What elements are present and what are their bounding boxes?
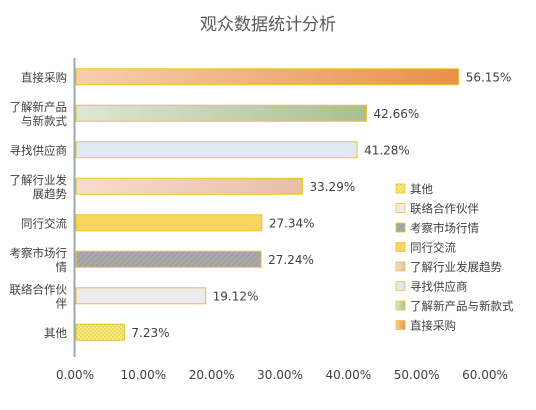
category-label-4-line-1: 了解行业发 bbox=[10, 173, 68, 187]
category-label-4-line-2: 展趋势 bbox=[33, 187, 68, 201]
legend-swatch-3 bbox=[395, 222, 406, 233]
data-label-5: 27.34% bbox=[269, 216, 315, 230]
category-label-7-line-1: 联络合作伙 bbox=[10, 282, 68, 296]
data-label-8: 7.23% bbox=[131, 326, 169, 340]
category-label-8: 其他 bbox=[44, 326, 67, 340]
x-tick-label-1: 0.00% bbox=[56, 368, 94, 382]
legend-label-1: 其他 bbox=[410, 182, 433, 196]
x-tick-label-7: 60.00% bbox=[462, 368, 508, 382]
legend-swatch-8 bbox=[395, 320, 406, 330]
legend-label-4: 同行交流 bbox=[410, 241, 456, 255]
legend-swatch-2 bbox=[395, 203, 406, 213]
x-tick-labels: 0.00% 10.00% 20.00% 30.00% 40.00% 50.00% 60.00… bbox=[56, 368, 508, 382]
bar-6 bbox=[75, 250, 262, 268]
category-label-5: 同行交流 bbox=[21, 216, 67, 230]
bar-7 bbox=[75, 287, 207, 305]
data-labels: 56.15% 42.66% 41.28% 33.29% 27.34% 27.24% 19.1… bbox=[131, 70, 511, 340]
category-label-6-line-1: 考察市场行 bbox=[10, 246, 68, 260]
data-label-3: 41.28% bbox=[364, 143, 410, 157]
data-label-7: 19.12% bbox=[213, 289, 259, 303]
data-label-2: 42.66% bbox=[374, 107, 420, 121]
x-tick-label-2: 10.00% bbox=[120, 368, 166, 382]
category-label-2-line-1: 了解新产品 bbox=[10, 100, 68, 114]
category-labels: 直接采购了解新产品与新款式寻找供应商了解行业发展趋势同行交流考察市场行情联络合作… bbox=[10, 70, 68, 340]
legend-label-2: 联络合作伙伴 bbox=[410, 202, 479, 216]
bar-8 bbox=[75, 323, 125, 341]
legend-label-6: 寻找供应商 bbox=[410, 280, 468, 294]
data-label-6: 27.24% bbox=[268, 253, 314, 267]
bar-2 bbox=[75, 104, 368, 122]
category-label-1: 直接采购 bbox=[21, 70, 67, 84]
legend-swatch-4 bbox=[395, 242, 406, 252]
legend-label-5: 了解行业发展趋势 bbox=[410, 260, 502, 274]
legend-swatch-6 bbox=[395, 281, 406, 291]
chart-title: 观众数据统计分析 bbox=[200, 15, 336, 35]
data-label-4: 33.29% bbox=[309, 180, 355, 194]
bar-4 bbox=[75, 177, 303, 195]
bar-5 bbox=[75, 214, 263, 232]
category-label-2-line-2: 与新款式 bbox=[21, 114, 67, 128]
legend-label-7: 了解新产品与新款式 bbox=[410, 299, 514, 313]
x-tick-label-4: 30.00% bbox=[257, 368, 303, 382]
legend-swatch-7 bbox=[395, 300, 406, 311]
x-tick-label-6: 50.00% bbox=[394, 368, 440, 382]
bars-group bbox=[75, 68, 460, 341]
category-label-6-line-2: 情 bbox=[56, 260, 68, 274]
legend: 其他联络合作伙伴考察市场行情同行交流了解行业发展趋势寻找供应商了解新产品与新款式… bbox=[395, 182, 514, 333]
category-label-7-line-2: 伴 bbox=[56, 296, 68, 310]
bar-3 bbox=[75, 141, 358, 159]
legend-swatch-1 bbox=[395, 183, 406, 194]
legend-swatch-5 bbox=[395, 261, 406, 272]
category-label-3: 寻找供应商 bbox=[10, 143, 68, 157]
legend-label-3: 考察市场行情 bbox=[410, 221, 479, 235]
x-tick-label-5: 40.00% bbox=[325, 368, 371, 382]
legend-label-8: 直接采购 bbox=[410, 319, 456, 333]
bar-1 bbox=[75, 68, 460, 86]
data-label-1: 56.15% bbox=[466, 70, 512, 84]
x-tick-label-3: 20.00% bbox=[189, 368, 235, 382]
